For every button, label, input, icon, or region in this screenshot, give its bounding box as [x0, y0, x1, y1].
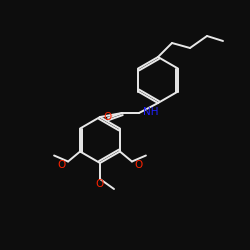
- Text: O: O: [96, 179, 104, 189]
- Text: O: O: [135, 160, 143, 170]
- Text: O: O: [103, 112, 111, 122]
- Text: O: O: [57, 160, 65, 170]
- Text: NH: NH: [143, 107, 158, 117]
